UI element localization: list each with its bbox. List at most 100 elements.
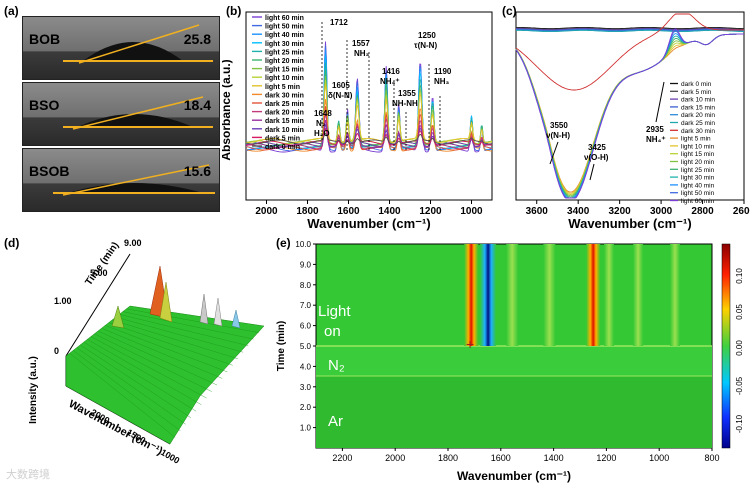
region-label-ar: Ar — [328, 413, 343, 430]
legend-label: light 15 min — [265, 67, 304, 74]
legend-label: light 20 min — [681, 159, 715, 166]
annot-1250-a: 1250 — [418, 31, 436, 40]
y-tick-label: 3.0 — [300, 383, 312, 392]
watermark: 大数跨境 — [6, 469, 50, 481]
legend-label: dark 15 min — [681, 104, 715, 111]
x-tick-label: 1800 — [438, 453, 458, 463]
y-tick-label: 8.0 — [300, 281, 312, 290]
band-1080 — [633, 244, 644, 346]
x-tick-label: 1400 — [544, 453, 564, 463]
legend-label: dark 20 min — [681, 112, 715, 119]
grid-line — [112, 319, 238, 359]
x-tick-label: 3400 — [567, 206, 590, 217]
grid-line — [76, 347, 186, 425]
d-time-tick-2: 1.00 — [54, 296, 72, 306]
legend-label: dark 20 min — [265, 110, 304, 117]
x-tick-label: 2000 — [255, 206, 278, 217]
series-line — [516, 29, 744, 32]
legend-label: light 40 min — [681, 182, 715, 189]
droplet-bsob — [53, 164, 215, 196]
y-tick-label: 4.0 — [300, 362, 312, 371]
sample-name: BSOB — [29, 163, 70, 179]
annot-1648-b: N₂ — [316, 119, 326, 128]
legend-label: light 10 min — [265, 75, 304, 82]
y-tick-label: 2.0 — [300, 403, 312, 412]
heatmap-e: 2200 2000 1800 1600 1400 1200 1000 800 1.0 2.0 3.0… — [276, 240, 744, 483]
d-time-tick-1: 5.00 — [90, 268, 108, 278]
y-tick-label: 7.0 — [300, 301, 312, 310]
d-time-tick-0: 9.00 — [124, 238, 142, 248]
legend-label: dark 30 min — [681, 128, 715, 135]
y-tick-label: 5.0 — [300, 342, 312, 351]
annot-3550-a: 3550 — [550, 121, 568, 130]
e-xlabel: Wavenumber (cm⁻¹) — [457, 469, 571, 483]
legend-label: light 50 min — [265, 24, 304, 31]
spectra-series — [515, 13, 744, 199]
region-label-on: on — [324, 323, 341, 340]
legend-label: light 40 min — [265, 32, 304, 39]
annot-1557-b: NH₃ — [354, 49, 370, 58]
legend-label: dark 25 min — [681, 120, 715, 127]
legend-label: light 10 min — [681, 143, 715, 150]
legend-label: light 60 min — [265, 15, 304, 22]
grid-line — [105, 325, 228, 373]
region-label-light: Light — [318, 303, 351, 320]
contact-angle-photo-bsob: BSOB 15.6 — [22, 148, 220, 212]
grid-line — [108, 322, 233, 366]
annot-3425-b: ν(O-H) — [584, 153, 609, 162]
panel-b-label: (b) — [226, 4, 242, 18]
droplet-bob — [63, 24, 213, 64]
annot-1557-a: 1557 — [352, 39, 370, 48]
grid-line — [69, 353, 176, 438]
b-peak-markers — [321, 22, 441, 150]
y-tick-label: 1.0 — [300, 424, 312, 433]
series-line — [245, 99, 493, 152]
y-tick-label: 9.0 — [300, 260, 312, 269]
grid-line — [83, 341, 197, 412]
x-tick-label: 2600 — [733, 206, 750, 217]
annot-1416-b: NH₄⁺ — [380, 77, 400, 86]
legend-label: light 5 min — [681, 136, 711, 143]
grid-line — [80, 344, 192, 418]
series-line — [515, 13, 744, 91]
annot-3425-a: 3425 — [588, 143, 606, 152]
crosshair-marker: + — [466, 336, 474, 352]
series-line — [516, 28, 744, 31]
x-tick-label: 2800 — [691, 206, 714, 217]
annot-2935-b: NH₄⁺ — [646, 135, 666, 144]
x-ticks: 2000 1800 1600 1400 1200 1000 — [255, 200, 483, 217]
absorption-bands — [464, 244, 680, 346]
cbar-tick-2: 0.00 — [735, 340, 744, 356]
series-line — [516, 27, 744, 30]
x-tick-label: 1200 — [419, 206, 442, 217]
x-tick-label: 1600 — [337, 206, 360, 217]
region-label-n2: N₂ — [328, 357, 345, 374]
arrow-2935 — [655, 81, 665, 123]
grid-line — [72, 350, 181, 432]
legend-label: light 30 min — [265, 41, 304, 48]
legend-label: light 30 min — [681, 175, 715, 182]
annot-1416-a: 1416 — [382, 67, 400, 76]
x-tick-label: 2200 — [332, 453, 352, 463]
x-tick-label: 1600 — [491, 453, 511, 463]
colorbar — [721, 243, 731, 449]
sample-name: BOB — [29, 31, 61, 47]
legend-label: dark 15 min — [265, 118, 304, 125]
x-tick-label: 1200 — [596, 453, 616, 463]
n2-region — [316, 346, 712, 376]
annot-1190-b: NH₃ — [434, 77, 450, 86]
grid-line — [119, 314, 249, 346]
3d-surface-d: Time (min) 9.00 5.00 1.00 Intensity (a.u… — [28, 238, 265, 466]
annot-3550-b: ν(N-H) — [546, 131, 570, 140]
band-1557 — [506, 244, 519, 346]
series-line — [516, 29, 744, 33]
contact-angle-value: 15.6 — [183, 163, 211, 179]
surface-peaks — [111, 265, 241, 329]
b-ylabel: Absorbance (a.u.) — [222, 59, 233, 160]
x-tick-label: 2000 — [385, 453, 405, 463]
legend-label: dark 5 min — [265, 135, 300, 142]
ftir-chart-c: 3600 3400 3200 3000 2800 2600 Wavenumber (cm⁻… — [515, 11, 750, 231]
x-tick-label: 3600 — [526, 206, 549, 217]
annot-1190-a: 1190 — [434, 67, 452, 76]
